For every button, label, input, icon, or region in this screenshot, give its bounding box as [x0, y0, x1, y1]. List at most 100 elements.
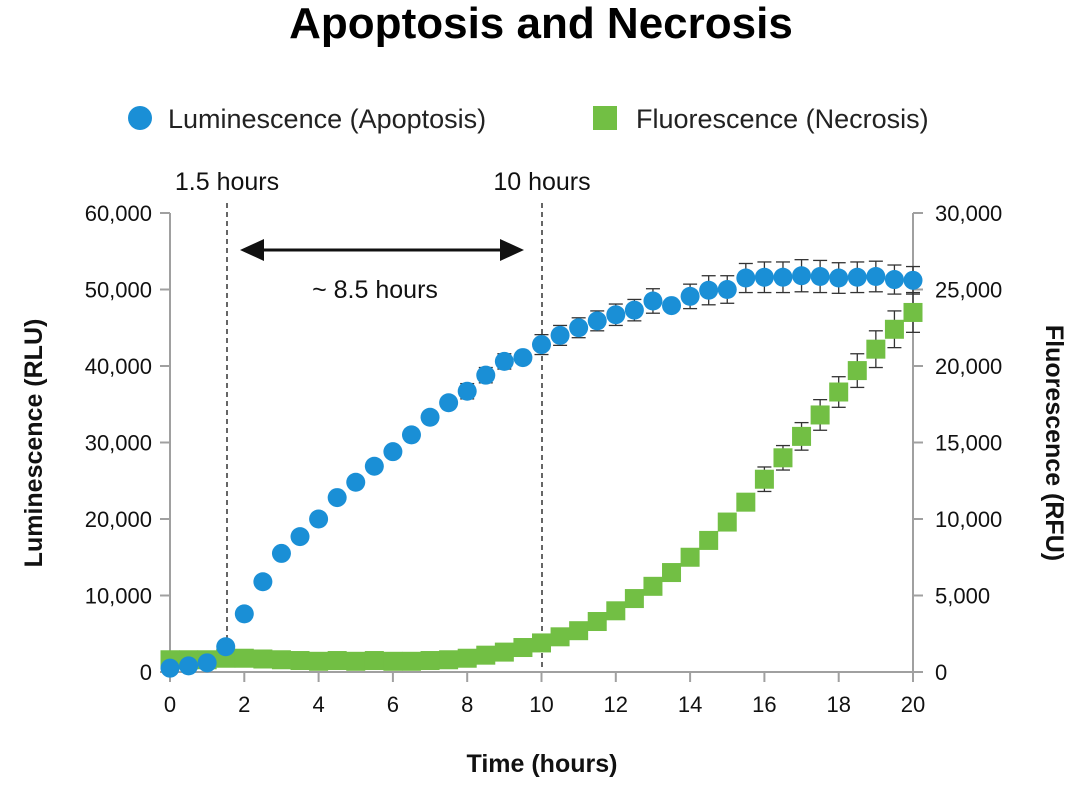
y-tick-label: 60,000: [85, 201, 152, 226]
span-arrow-left-head: [240, 239, 264, 261]
y2-tick-label: 0: [935, 660, 947, 685]
luminescence-point: [420, 407, 440, 427]
fluorescence-point: [290, 651, 310, 671]
fluorescence-point: [792, 426, 812, 446]
y-tick-label: 40,000: [85, 354, 152, 379]
fluorescence-point: [847, 361, 867, 381]
annotation-label-10-hours: 10 hours: [493, 168, 590, 196]
fluorescence-point: [253, 649, 273, 669]
fluorescence-point: [643, 576, 663, 596]
x-tick-label: 12: [604, 692, 628, 717]
luminescence-point: [271, 543, 291, 563]
luminescence-point: [773, 267, 793, 287]
fluorescence-point: [494, 642, 514, 662]
luminescence-point: [550, 325, 570, 345]
luminescence-point: [792, 266, 812, 286]
y2-tick-label: 30,000: [935, 201, 1002, 226]
luminescence-point: [903, 270, 923, 290]
luminescence-point: [290, 527, 310, 547]
fluorescence-point: [624, 589, 644, 609]
luminescence-point: [699, 280, 719, 300]
x-tick-label: 6: [387, 692, 399, 717]
annotation-label-1-5-hours: 1.5 hours: [175, 168, 279, 196]
fluorescence-point: [717, 512, 737, 532]
x-tick-label: 2: [238, 692, 250, 717]
luminescence-point: [680, 286, 700, 306]
annotations: 1.5 hours 10 hours ~ 8.5 hours: [175, 168, 591, 672]
fluorescence-point: [439, 650, 459, 670]
chart-title: Apoptosis and Necrosis: [289, 0, 793, 48]
fluorescence-point: [476, 645, 496, 665]
fluorescence-point: [866, 339, 886, 359]
luminescence-point: [234, 604, 254, 624]
y-axis-label: Luminescence (RLU): [20, 319, 48, 568]
fluorescence-point: [884, 319, 904, 339]
fluorescence-point: [420, 651, 440, 671]
legend-marker-fluorescence: [593, 106, 617, 130]
fluorescence-point: [773, 448, 793, 468]
luminescence-point: [216, 637, 236, 657]
fluorescence-point: [532, 633, 551, 653]
legend: Luminescence (Apoptosis) Fluorescence (N…: [128, 104, 929, 134]
fluorescence-point: [587, 612, 607, 632]
fluorescence-point: [736, 492, 756, 512]
fluorescence-point: [606, 601, 626, 621]
fluorescence-point: [234, 648, 254, 668]
y2-tick-label: 25,000: [935, 278, 1002, 303]
legend-marker-luminescence: [128, 106, 152, 130]
luminescence-point: [439, 393, 459, 413]
luminescence-point: [662, 296, 682, 316]
y-tick-label: 30,000: [85, 431, 152, 456]
y2-tick-label: 5,000: [935, 584, 990, 609]
x-axis-label: Time (hours): [467, 750, 618, 778]
fluorescence-point: [383, 651, 403, 671]
x-tick-label: 20: [901, 692, 925, 717]
luminescence-point: [643, 291, 663, 311]
luminescence-point: [606, 305, 626, 325]
fluorescence-point: [271, 650, 291, 670]
luminescence-point: [476, 365, 496, 385]
luminescence-point: [364, 456, 384, 476]
x-tick-label: 8: [461, 692, 473, 717]
luminescence-point: [829, 268, 849, 288]
luminescence-point: [401, 425, 421, 445]
fluorescence-point: [699, 530, 719, 550]
luminescence-point: [717, 280, 737, 299]
luminescence-point: [457, 381, 477, 401]
legend-label-fluorescence: Fluorescence (Necrosis): [636, 104, 929, 134]
y2-tick-label: 20,000: [935, 354, 1002, 379]
fluorescence-point: [513, 638, 533, 658]
luminescence-point: [346, 472, 366, 492]
x-tick-label: 10: [529, 692, 553, 717]
y2-tick-label: 10,000: [935, 507, 1002, 532]
x-tick-label: 14: [678, 692, 702, 717]
fluorescence-point: [401, 651, 421, 671]
luminescence-point: [736, 268, 756, 288]
luminescence-point: [197, 653, 217, 673]
y-tick-label: 0: [140, 660, 152, 685]
span-label: ~ 8.5 hours: [312, 276, 438, 304]
luminescence-point: [624, 300, 644, 320]
luminescence-point: [309, 509, 329, 529]
luminescence-point: [866, 266, 886, 286]
luminescence-point: [587, 311, 607, 331]
luminescence-point: [569, 318, 589, 338]
luminescence-point: [810, 266, 830, 286]
x-tick-label: 18: [826, 692, 850, 717]
luminescence-point: [513, 348, 533, 368]
span-arrow-right-head: [500, 239, 524, 261]
x-tick-label: 0: [164, 692, 176, 717]
fluorescence-point: [829, 382, 849, 402]
fluorescence-point: [754, 469, 774, 489]
luminescence-point: [383, 442, 403, 462]
fluorescence-point: [662, 563, 682, 583]
luminescence-point: [327, 488, 347, 508]
y2-tick-label: 15,000: [935, 431, 1002, 456]
fluorescence-point: [327, 651, 347, 671]
fluorescence-point: [680, 547, 700, 567]
fluorescence-point: [569, 621, 589, 641]
y-tick-label: 10,000: [85, 584, 152, 609]
luminescence-point: [160, 658, 180, 678]
fluorescence-point: [550, 627, 570, 647]
luminescence-point: [494, 351, 514, 371]
